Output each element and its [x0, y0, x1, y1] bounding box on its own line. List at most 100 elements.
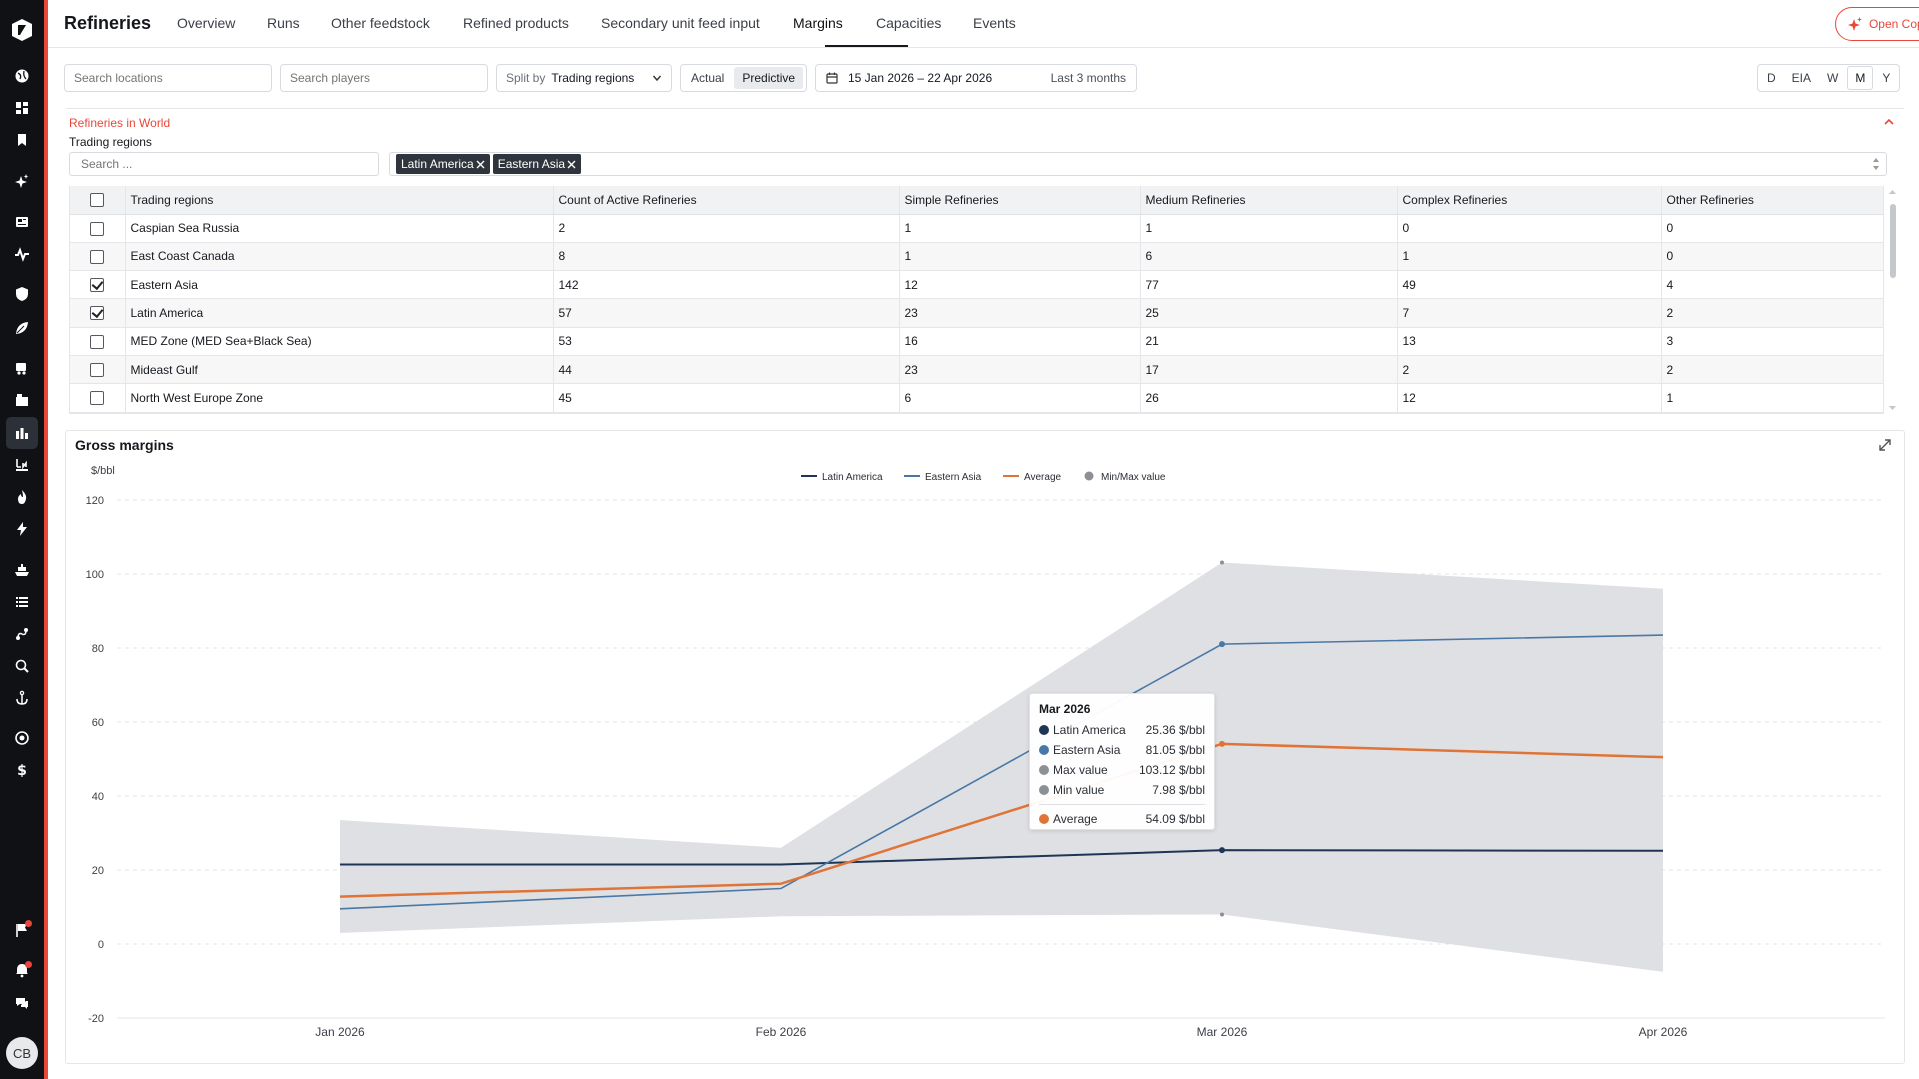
table-cell: 23	[899, 298, 1141, 328]
region-tag[interactable]: Latin America	[396, 154, 490, 174]
column-header[interactable]: Trading regions	[125, 186, 554, 215]
tab-runs[interactable]: Runs	[267, 15, 300, 31]
close-icon[interactable]	[476, 160, 485, 169]
avatar[interactable]: CB	[6, 1037, 38, 1069]
tooltip-label: Eastern Asia	[1053, 743, 1121, 757]
table-row[interactable]: MED Zone (MED Sea+Black Sea) 53 16 21 13 3	[70, 327, 1884, 356]
news-icon[interactable]	[12, 212, 32, 232]
tab-events[interactable]: Events	[973, 15, 1016, 31]
granularity-w-button[interactable]: W	[1827, 71, 1839, 85]
search-players-input[interactable]	[280, 64, 488, 92]
ship-icon[interactable]	[12, 560, 32, 580]
tab-margins[interactable]: Margins	[793, 15, 843, 31]
table-header-row: Trading regions Count of Active Refineri…	[70, 186, 1884, 215]
table-scroll-thumb[interactable]	[1890, 204, 1896, 278]
sparkle-icon[interactable]	[12, 171, 32, 191]
table-row[interactable]: Mideast Gulf 44 23 17 2 2	[70, 355, 1884, 385]
column-header[interactable]: Other Refineries	[1661, 186, 1884, 215]
lightning-icon[interactable]	[12, 519, 32, 539]
selected-regions-box[interactable]: Latin America Eastern Asia	[389, 152, 1887, 176]
table-cell: 1	[899, 242, 1141, 272]
tooltip-value: 25.36 $/bbl	[1145, 723, 1205, 737]
vessel-search-icon[interactable]	[12, 656, 32, 676]
tooltip-title: Mar 2026	[1039, 702, 1091, 716]
scroll-up-icon[interactable]	[1888, 188, 1897, 196]
app-logo-icon[interactable]	[9, 17, 35, 43]
table-cell: 8	[553, 242, 900, 272]
scroll-down-icon[interactable]	[1888, 404, 1897, 412]
max-value-dot-icon	[1039, 765, 1049, 775]
table-cell: North West Europe Zone	[125, 383, 554, 413]
bookmark-icon[interactable]	[12, 130, 32, 150]
granularity-eia-button[interactable]: EIA	[1791, 71, 1812, 85]
open-copilot-button[interactable]: Open Copilot	[1835, 7, 1919, 41]
region-tag[interactable]: Eastern Asia	[492, 154, 582, 174]
expand-icon[interactable]	[1878, 438, 1892, 452]
dollar-icon[interactable]: $	[12, 760, 32, 780]
route-icon[interactable]	[12, 624, 32, 644]
flame-icon[interactable]	[12, 487, 32, 507]
tooltip-label: Average	[1053, 812, 1098, 826]
tab-overview[interactable]: Overview	[177, 15, 236, 31]
shield-icon[interactable]	[12, 284, 32, 304]
region-search-input[interactable]	[69, 152, 379, 176]
column-header[interactable]: Complex Refineries	[1397, 186, 1662, 215]
select-all-checkbox[interactable]	[90, 193, 105, 208]
anchor-icon[interactable]	[12, 688, 32, 708]
refineries-icon[interactable]	[6, 417, 38, 449]
mode-actual-button[interactable]: Actual	[691, 71, 725, 85]
search-locations-input[interactable]	[64, 64, 272, 92]
row-checkbox[interactable]	[90, 221, 105, 236]
oil-storage-icon[interactable]	[12, 390, 32, 410]
column-header[interactable]: Simple Refineries	[899, 186, 1141, 215]
globe-icon[interactable]	[12, 66, 32, 86]
table-row[interactable]: North West Europe Zone 45 6 26 12 1	[70, 383, 1884, 413]
table-row[interactable]: East Coast Canada 8 1 6 1 0	[70, 242, 1884, 272]
row-checkbox[interactable]	[90, 249, 105, 264]
tooltip-value: 103.12 $/bbl	[1138, 763, 1205, 777]
table-scrollbar[interactable]	[1888, 188, 1897, 412]
table-row[interactable]: Latin America 57 23 25 7 2	[70, 298, 1884, 328]
activity-icon[interactable]	[12, 244, 32, 264]
row-checkbox[interactable]	[90, 363, 105, 378]
flag-icon[interactable]	[12, 920, 32, 940]
tab-secondary-unit-feed-input[interactable]: Secondary unit feed input	[601, 15, 760, 31]
row-checkbox[interactable]	[90, 391, 105, 406]
row-select-cell	[70, 383, 126, 413]
table-cell: 0	[1661, 242, 1884, 272]
granularity-y-button[interactable]: Y	[1882, 71, 1891, 85]
granularity-m-button[interactable]: M	[1847, 66, 1874, 90]
tooltip-value: 81.05 $/bbl	[1145, 743, 1205, 757]
close-icon[interactable]	[567, 160, 576, 169]
list-icon[interactable]	[12, 592, 32, 612]
target-icon[interactable]	[12, 728, 32, 748]
table-cell: 1	[899, 214, 1141, 243]
row-select-cell	[70, 270, 126, 300]
table-cell: 23	[899, 355, 1141, 385]
row-select-cell	[70, 214, 126, 243]
date-range-picker[interactable]: 15 Jan 2026 – 22 Apr 2026 Last 3 months	[815, 64, 1137, 92]
row-checkbox[interactable]	[90, 306, 105, 321]
split-by-value: Trading regions	[551, 71, 635, 85]
lng-icon[interactable]	[12, 455, 32, 475]
row-checkbox[interactable]	[90, 278, 105, 293]
split-by-select[interactable]: Split by Trading regions	[496, 64, 672, 92]
column-header[interactable]: Medium Refineries	[1140, 186, 1398, 215]
tab-other-feedstock[interactable]: Other feedstock	[331, 15, 430, 31]
table-cell: 6	[1140, 242, 1398, 272]
mode-predictive-button[interactable]: Predictive	[734, 67, 804, 89]
chevron-up-icon[interactable]	[1882, 115, 1896, 129]
table-row[interactable]: Caspian Sea Russia 2 1 1 0 0	[70, 214, 1884, 243]
refineries-section-title[interactable]: Refineries in World	[69, 116, 171, 130]
chat-icon[interactable]	[12, 993, 32, 1013]
row-checkbox[interactable]	[90, 334, 105, 349]
tag-box-scroll-arrows-icon[interactable]	[1872, 155, 1880, 173]
oil-tanker-icon[interactable]	[12, 358, 32, 378]
tab-refined-products[interactable]: Refined products	[463, 15, 569, 31]
table-row[interactable]: Eastern Asia 142 12 77 49 4	[70, 270, 1884, 300]
leaf-icon[interactable]	[12, 318, 32, 338]
tab-capacities[interactable]: Capacities	[876, 15, 942, 31]
column-header[interactable]: Count of Active Refineries	[553, 186, 900, 215]
dashboard-icon[interactable]	[12, 98, 32, 118]
granularity-d-button[interactable]: D	[1767, 71, 1776, 85]
